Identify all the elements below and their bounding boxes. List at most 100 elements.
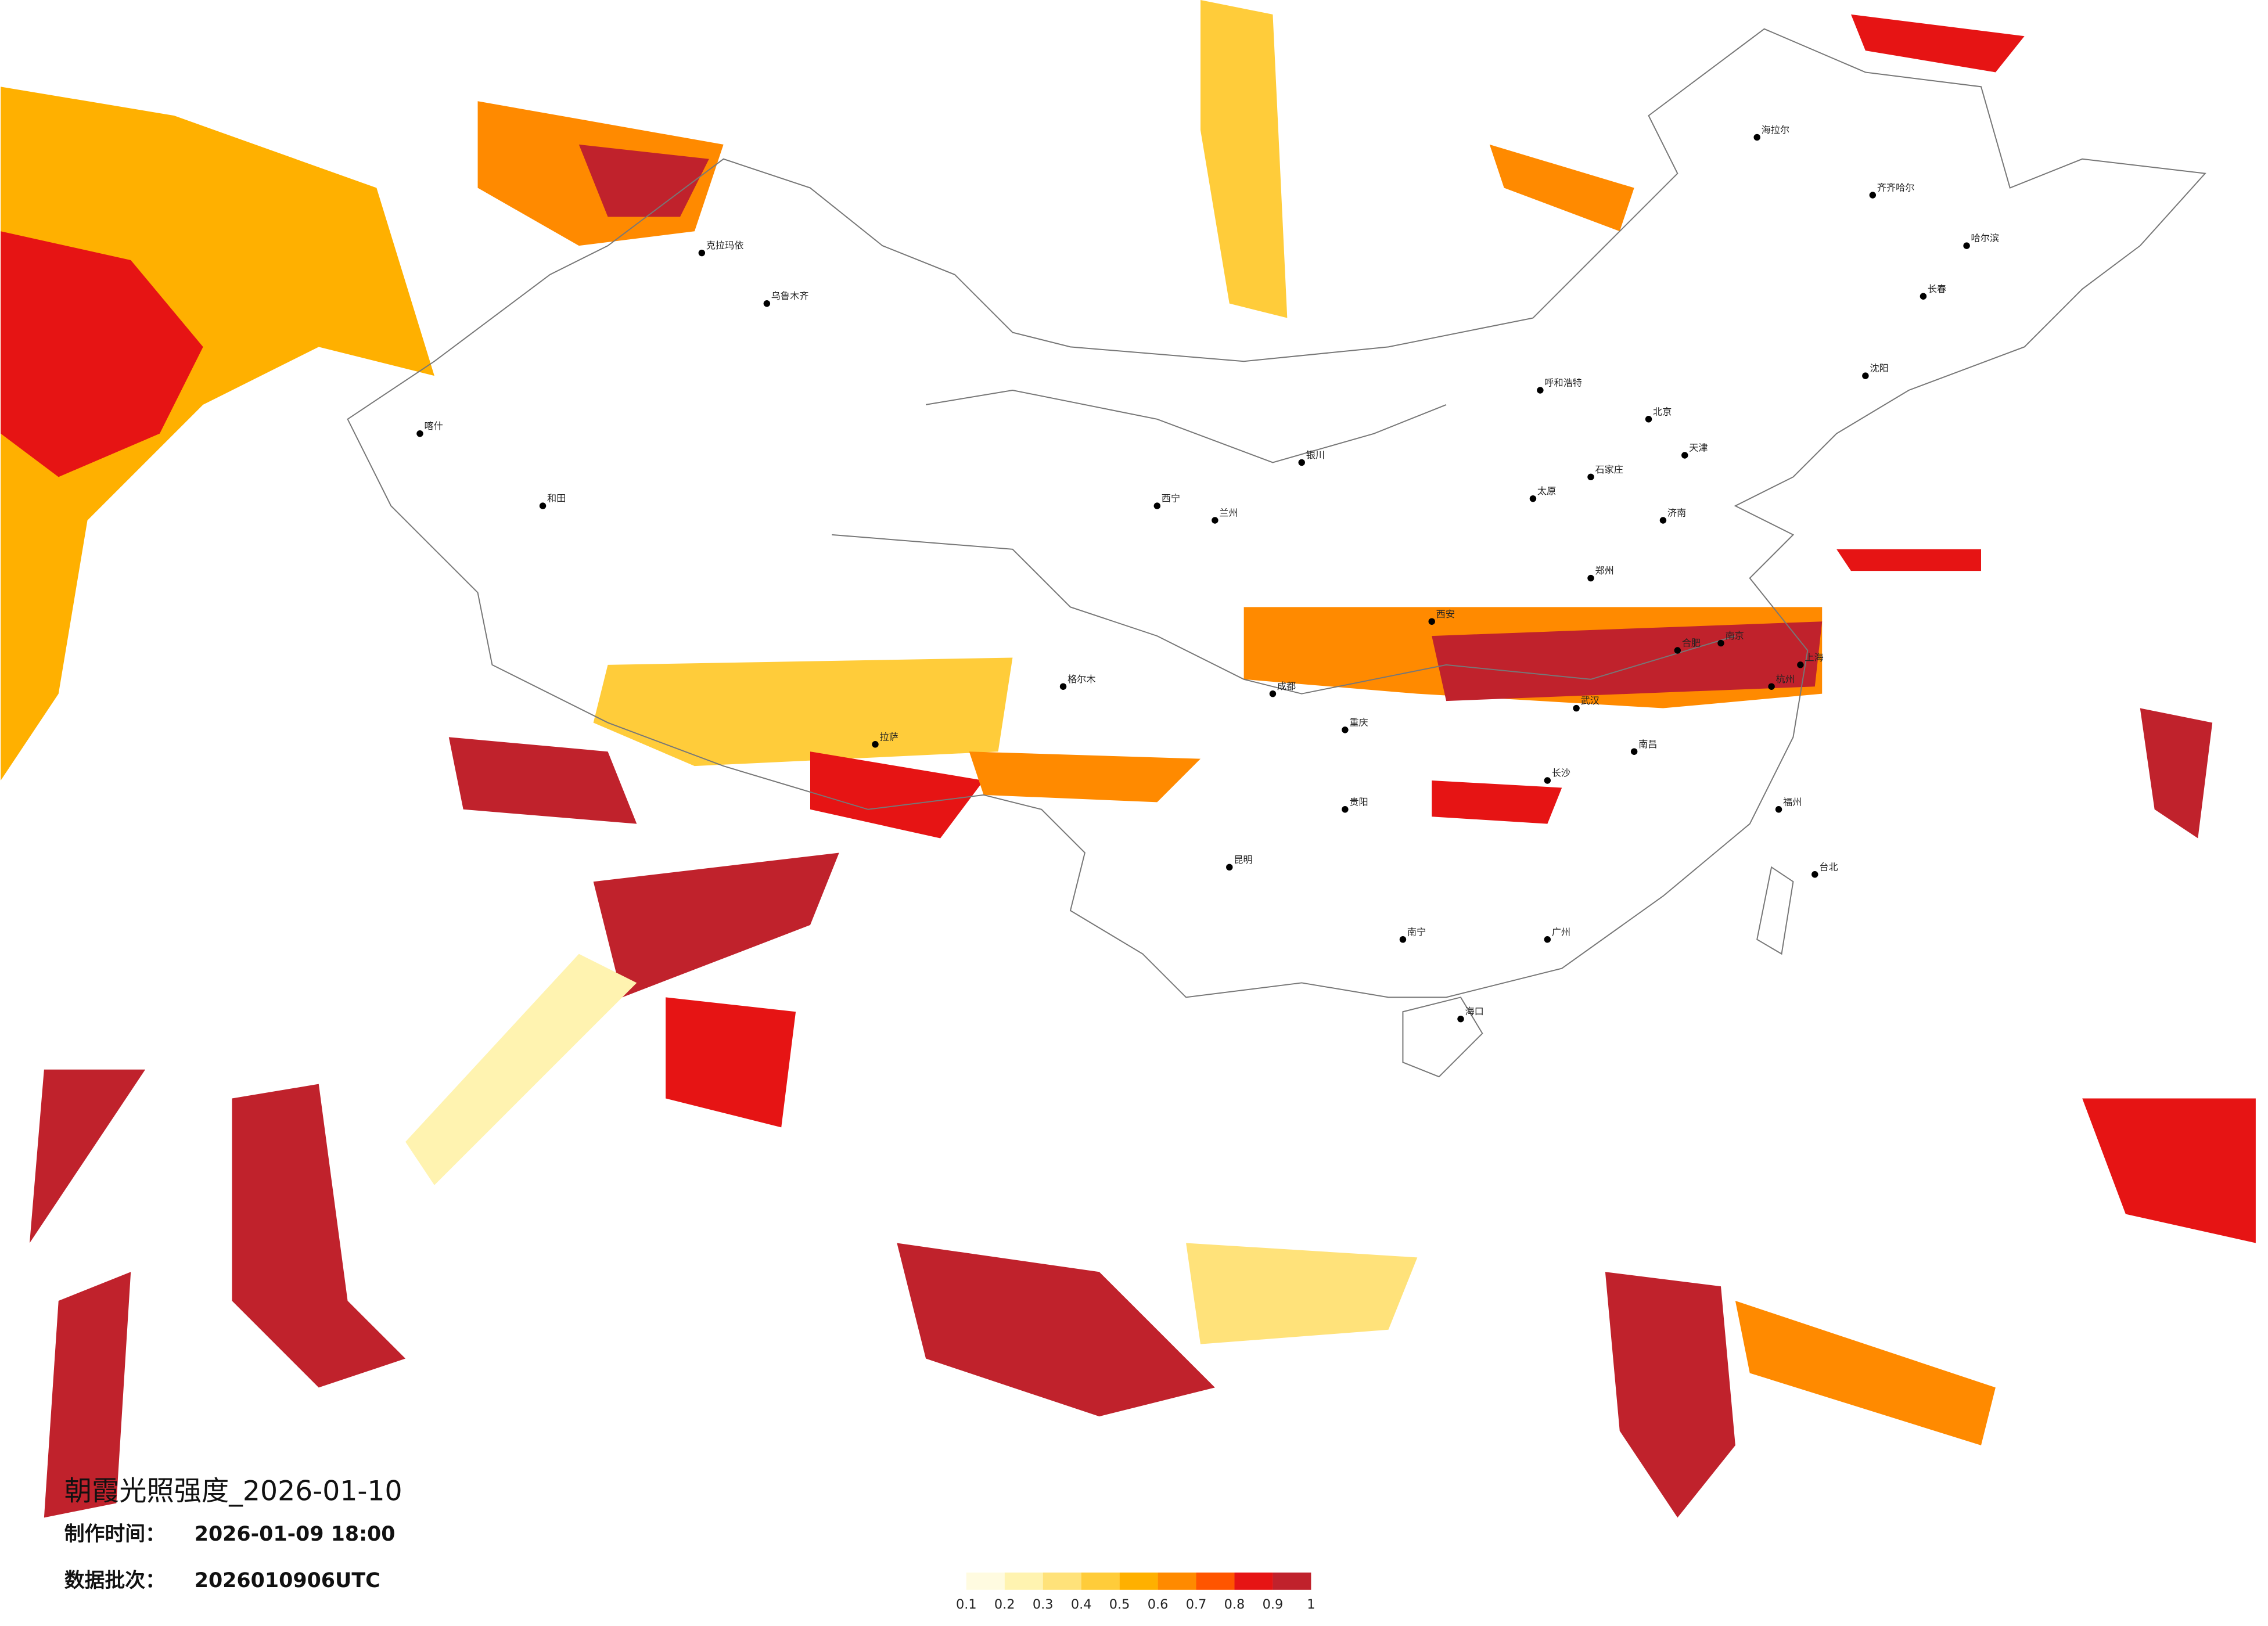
city-label: 长沙 [1552, 768, 1570, 779]
city-label: 广州 [1552, 926, 1570, 937]
city-dot [1811, 871, 1818, 878]
city-label: 石家庄 [1595, 464, 1623, 475]
made-time: 2026-01-09 18:00 [195, 1523, 396, 1546]
city-dot [1681, 452, 1688, 459]
city-dot [1920, 293, 1927, 300]
city-label: 南宁 [1407, 926, 1426, 937]
city-dot [1753, 134, 1760, 141]
city-dot [1963, 242, 1970, 249]
city-label: 济南 [1667, 508, 1686, 519]
city-label: 呼和浩特 [1544, 377, 1582, 388]
city-label: 南昌 [1638, 739, 1657, 750]
city-label: 太原 [1537, 485, 1556, 497]
city-dot [1717, 639, 1724, 647]
legend: 0.1 0.2 0.3 0.4 0.5 0.6 0.7 0.8 0.9 1 [956, 1572, 1315, 1612]
city-dot [1153, 502, 1161, 509]
city-label: 重庆 [1349, 717, 1368, 728]
legend-swatch [1158, 1572, 1196, 1590]
legend-swatch [1273, 1572, 1311, 1590]
city-dot [1630, 748, 1638, 755]
city-label: 合肥 [1682, 638, 1701, 649]
city-dot [1869, 192, 1877, 199]
made-label: 制作时间： [64, 1523, 166, 1546]
city-dot [1428, 618, 1435, 625]
city-label: 天津 [1689, 443, 1708, 454]
legend-swatch [966, 1572, 1005, 1590]
legend-label: 0.3 [1033, 1597, 1054, 1612]
city-label: 喀什 [424, 420, 443, 431]
city-dot [1342, 726, 1349, 733]
city-label: 福州 [1783, 796, 1802, 807]
legend-label: 0.4 [1071, 1597, 1092, 1612]
city-label: 昆明 [1234, 854, 1252, 865]
city-dot [1529, 495, 1537, 502]
legend-swatch [1196, 1572, 1235, 1590]
city-label: 上海 [1805, 652, 1823, 663]
city-dot [1212, 517, 1219, 524]
title: 朝霞光照强度_2026-01-10 [64, 1475, 402, 1507]
city-dot [539, 502, 547, 509]
city-label: 沈阳 [1870, 363, 1888, 374]
city-dot [1587, 574, 1594, 582]
city-dot [698, 249, 706, 257]
city-dot [1862, 372, 1869, 379]
city-dot [1768, 683, 1775, 690]
city-dot [1544, 936, 1551, 943]
city-dot [1059, 683, 1067, 690]
city-label: 长春 [1928, 283, 1946, 294]
city-label: 乌鲁木齐 [771, 290, 809, 301]
legend-label: 0.1 [956, 1597, 977, 1612]
city-dot [416, 430, 423, 437]
batch: 2026010906UTC [195, 1569, 380, 1592]
city-dot [1298, 459, 1305, 466]
legend-label: 0.2 [994, 1597, 1015, 1612]
legend-swatch [1081, 1572, 1120, 1590]
city-dot [763, 300, 771, 307]
city-dot [1659, 517, 1667, 524]
city-dot [1544, 777, 1551, 784]
city-label: 哈尔滨 [1971, 233, 1999, 244]
city-label: 西安 [1436, 609, 1455, 620]
legend-swatch [1043, 1572, 1081, 1590]
legend-label: 0.7 [1186, 1597, 1207, 1612]
city-dot [1645, 416, 1652, 423]
city-dot [872, 741, 879, 748]
city-label: 成都 [1277, 681, 1296, 692]
city-label: 郑州 [1595, 565, 1613, 576]
city-dot [1797, 661, 1804, 668]
legend-label: 0.9 [1263, 1597, 1284, 1612]
legend-label: 0.6 [1148, 1597, 1169, 1612]
city-dot [1573, 704, 1580, 712]
city-label: 齐齐哈尔 [1877, 182, 1915, 193]
legend-swatch [1119, 1572, 1158, 1590]
city-label: 克拉玛依 [706, 240, 744, 251]
city-label: 西宁 [1162, 493, 1180, 504]
city-label: 和田 [547, 493, 566, 504]
city-dot [1342, 806, 1349, 813]
city-label: 海拉尔 [1762, 124, 1789, 135]
legend-swatch [1234, 1572, 1273, 1590]
legend-label: 1 [1307, 1597, 1315, 1612]
city-label: 台北 [1819, 861, 1838, 872]
city-label: 北京 [1653, 406, 1672, 417]
city-dot [1537, 387, 1544, 394]
city-label: 贵阳 [1349, 796, 1368, 807]
legend-swatch [1004, 1572, 1043, 1590]
city-dot [1399, 936, 1407, 943]
city-label: 拉萨 [879, 731, 898, 742]
city-dot [1674, 647, 1681, 654]
city-label: 杭州 [1776, 674, 1795, 685]
borders [347, 28, 2206, 1078]
city-dot [1269, 690, 1277, 697]
city-dot [1775, 806, 1782, 813]
legend-label: 0.5 [1109, 1597, 1130, 1612]
heatmap [1, 0, 2256, 1518]
city-dot [1587, 473, 1594, 481]
city-label: 南京 [1725, 630, 1744, 641]
city-dot [1457, 1015, 1464, 1023]
city-dot [1226, 864, 1233, 871]
city-label: 银川 [1306, 449, 1325, 461]
legend-label: 0.8 [1224, 1597, 1245, 1612]
city-label: 武汉 [1581, 695, 1600, 706]
